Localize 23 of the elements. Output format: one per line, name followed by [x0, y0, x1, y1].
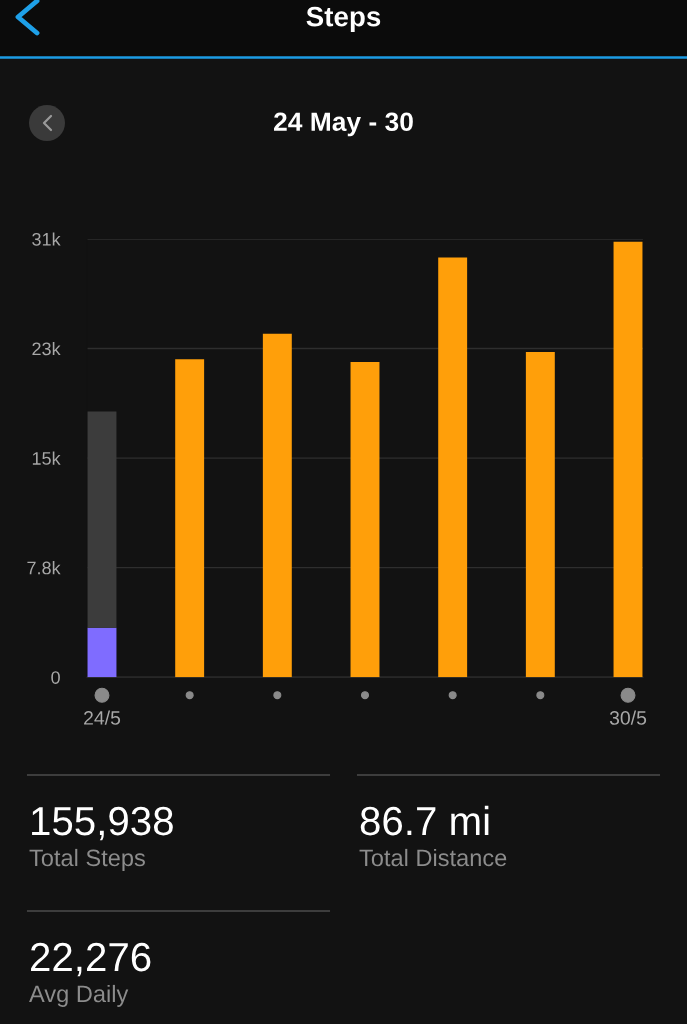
bar — [175, 359, 205, 678]
x-tick-label: 30/5 — [609, 710, 647, 725]
bar — [87, 411, 117, 628]
y-tick-label: 23k — [32, 342, 61, 356]
y-tick-label: 31k — [32, 232, 61, 246]
text: 155,938 — [32, 806, 173, 841]
text: 86.7 mi — [360, 805, 489, 836]
bar — [87, 627, 117, 678]
x-tick-label: 24/5 — [84, 710, 121, 725]
y-tick-label: 15k — [32, 451, 61, 465]
y-tick-label: 0 — [51, 671, 60, 684]
text: 22,276 — [31, 942, 151, 977]
bar — [613, 241, 643, 678]
chart-subtitle: 24 May - 30 — [274, 112, 413, 137]
text: Total Distance — [359, 848, 507, 867]
y-tick-label: 7.8k — [27, 561, 61, 575]
bar — [525, 352, 555, 678]
bar — [350, 361, 380, 678]
text: Total Steps — [29, 848, 145, 871]
chart-title: Steps — [306, 6, 381, 32]
bar — [438, 257, 468, 678]
bar — [262, 333, 292, 678]
text: Avg Daily — [29, 984, 129, 1007]
